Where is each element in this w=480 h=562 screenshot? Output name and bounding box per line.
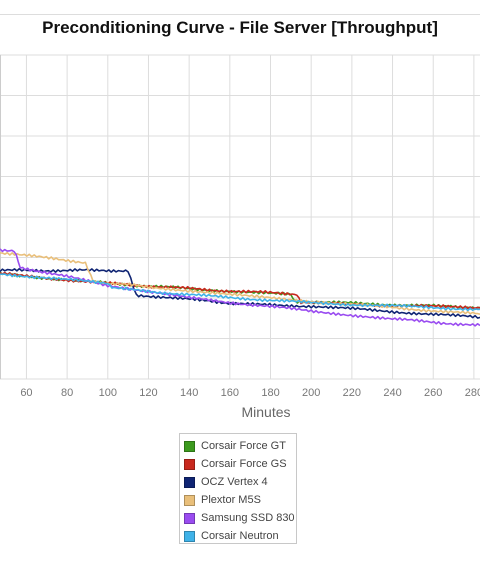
legend-item[interactable]: Samsung SSD 830 <box>184 509 296 527</box>
legend-item[interactable]: OCZ Vertex 4 <box>184 473 296 491</box>
legend-label: Samsung SSD 830 <box>201 512 295 524</box>
legend-label: Corsair Force GS <box>201 458 287 470</box>
legend-item[interactable]: Plextor M5S <box>184 491 296 509</box>
series-line-corsair-neutron <box>0 273 480 312</box>
grid-lines <box>0 14 480 380</box>
x-tick-label: 60 <box>20 387 32 399</box>
legend-item[interactable]: Corsair Force GS <box>184 455 296 473</box>
legend-swatch <box>184 440 195 452</box>
legend-label: Plextor M5S <box>201 494 261 506</box>
legend-label: Corsair Neutron <box>201 530 279 542</box>
x-tick-label: 100 <box>99 387 117 399</box>
legend-label: Corsair Force GT <box>201 440 286 452</box>
legend-label: OCZ Vertex 4 <box>201 476 268 488</box>
legend-swatch <box>184 458 195 470</box>
x-tick-label: 160 <box>221 387 239 399</box>
series-line-samsung-ssd-830 <box>0 248 480 327</box>
chart-title: Preconditioning Curve - File Server [Thr… <box>42 18 438 37</box>
x-axis-title: Minutes <box>241 404 290 420</box>
x-tick-label: 120 <box>139 387 157 399</box>
x-tick-label: 260 <box>424 387 442 399</box>
series-line-plextor-m5s <box>0 251 480 315</box>
x-tick-label: 240 <box>383 387 401 399</box>
x-tick-label: 180 <box>261 387 279 399</box>
x-tick-label: 220 <box>343 387 361 399</box>
x-tick-label: 280 <box>465 387 480 399</box>
legend-swatch <box>184 494 195 506</box>
x-tick-label: 200 <box>302 387 320 399</box>
x-tick-label: 80 <box>61 387 73 399</box>
legend-swatch <box>184 512 195 524</box>
legend: Corsair Force GT Corsair Force GS OCZ Vert… <box>179 433 297 544</box>
series-layer <box>0 248 480 327</box>
x-axis-ticks: 60 80 100 120 140 160 180 200 220 240 260 280 <box>20 387 480 399</box>
legend-swatch <box>184 530 195 542</box>
legend-item[interactable]: Corsair Neutron <box>184 527 296 545</box>
legend-item[interactable]: Corsair Force GT <box>184 437 296 455</box>
x-tick-label: 140 <box>180 387 198 399</box>
legend-swatch <box>184 476 195 488</box>
